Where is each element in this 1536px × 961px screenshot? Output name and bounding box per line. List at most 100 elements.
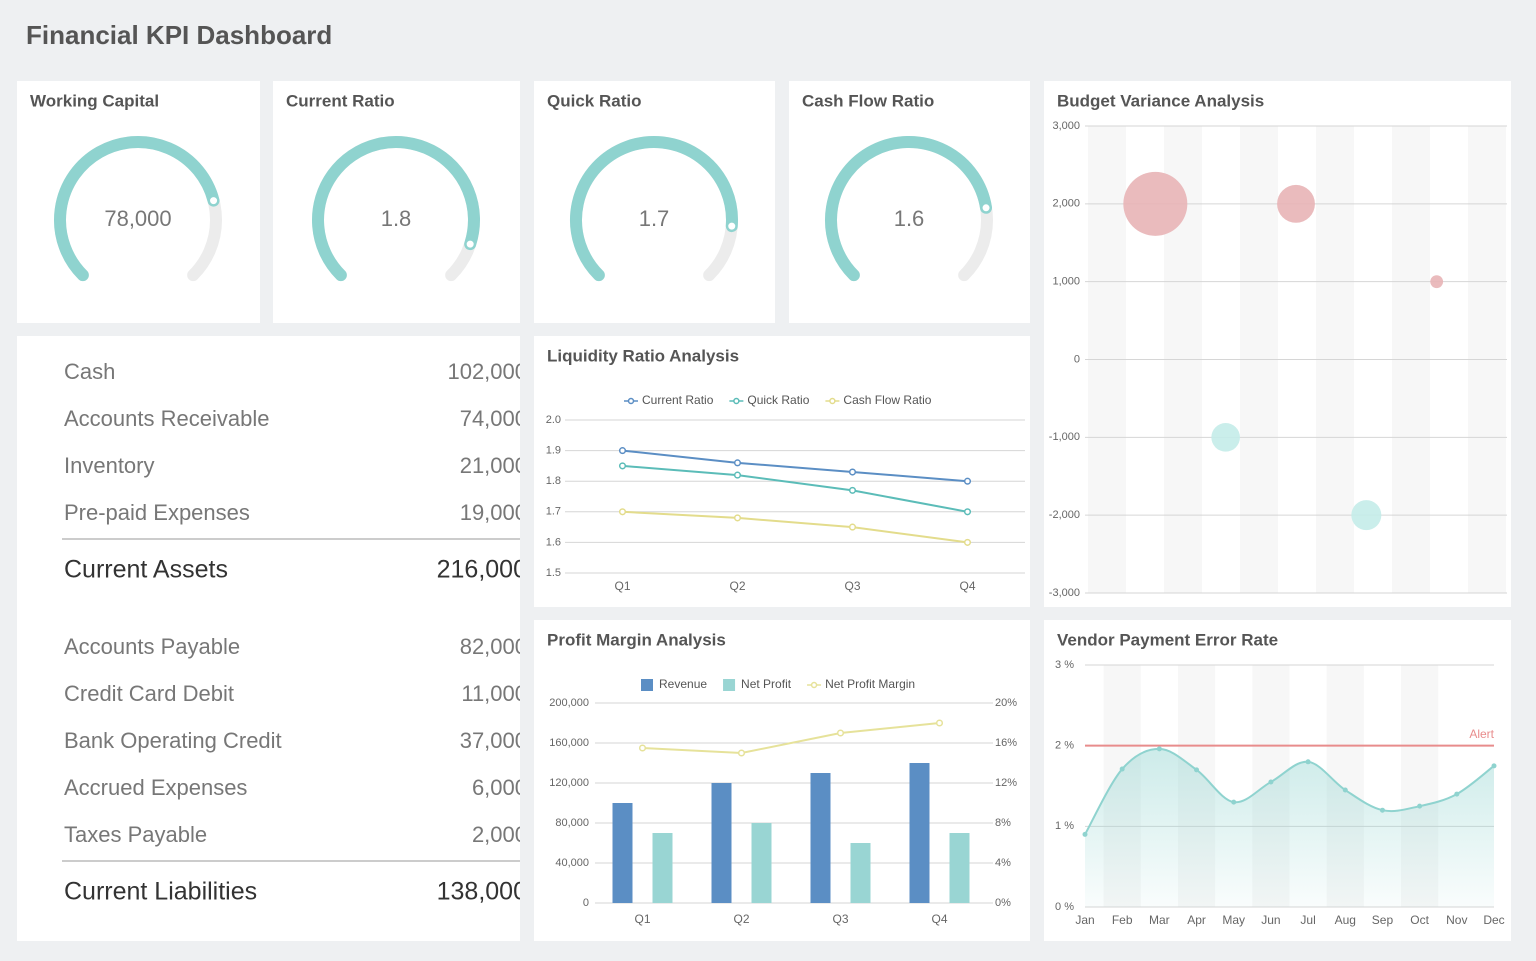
point [1156,746,1162,752]
gauge-value: 1.6 [894,206,925,231]
y-tick-label: 120,000 [549,777,589,789]
point [1082,831,1088,837]
bar [949,833,970,903]
point [1194,767,1200,773]
bar [850,843,871,903]
point [733,471,742,479]
legend-marker [810,681,818,689]
total-value: 216,000 [437,556,527,584]
point [848,523,857,531]
row-value: 82,000 [460,634,527,659]
y-tick-label: 1,000 [1052,276,1080,288]
bubble [1430,275,1444,289]
bar [711,783,732,903]
y-tick-label: 0% [995,897,1011,909]
total-label: Current Liabilities [64,878,257,906]
x-tick-label: Dec [1483,913,1504,927]
point [638,744,647,752]
y-tick-label: 2.0 [546,414,561,426]
x-tick-label: Mar [1149,913,1170,927]
row-value: 21,000 [460,453,527,478]
point [618,508,627,516]
x-tick-label: Jun [1261,913,1280,927]
point [737,749,746,757]
legend-label: Quick Ratio [747,393,809,407]
y-tick-label: 0 [1074,353,1080,365]
bubble [1123,171,1188,236]
chart-title: Profit Margin Analysis [547,630,726,649]
y-tick-label: -1,000 [1049,431,1080,443]
x-tick-label: Apr [1187,913,1206,927]
gauge-pointer [726,220,738,232]
point [733,514,742,522]
point [963,508,972,516]
gauge-arc [825,136,993,282]
line [622,464,968,513]
y-tick-label: 40,000 [555,857,589,869]
panel [534,81,775,323]
bubble [1277,184,1315,223]
row-label: Accounts Payable [64,634,240,659]
point [1342,787,1348,793]
row-label: Pre-paid Expenses [64,500,250,525]
y-tick-label: 4% [995,857,1011,869]
row-value: 74,000 [460,406,527,431]
gauge-title: Current Ratio [286,91,395,110]
y-tick-label: 1.7 [546,506,561,518]
x-tick-label: Q1 [634,912,650,926]
total-label: Current Assets [64,556,228,584]
x-tick-label: Q3 [832,912,848,926]
row-value: 2,000 [472,822,527,847]
row-value: 6,000 [472,775,527,800]
gauge-pointer [980,202,992,214]
x-tick-label: Jul [1300,913,1315,927]
row-label: Inventory [64,453,155,478]
gauge-arc [570,136,738,282]
point [1305,759,1311,765]
y-tick-label: 1.9 [546,445,561,457]
y-tick-label: 0 [583,897,589,909]
point [935,719,944,727]
y-tick-label: 1.5 [546,567,561,579]
bar [652,833,673,903]
panel [789,81,1030,323]
legend-swatch [641,679,653,691]
panel [17,336,520,941]
x-tick-label: Oct [1410,913,1429,927]
point [836,729,845,737]
point [1379,807,1385,813]
point [618,447,627,455]
row-value: 102,000 [447,359,527,384]
row-label: Accrued Expenses [64,775,247,800]
row-label: Credit Card Debit [64,681,234,706]
point [848,486,857,494]
x-tick-label: May [1222,913,1245,927]
legend-marker [733,397,740,405]
y-tick-label: 2 % [1055,740,1074,752]
x-tick-label: Sep [1372,913,1394,927]
x-tick-label: Aug [1335,913,1356,927]
panel [17,81,260,323]
page-title: Financial KPI Dashboard [26,20,332,50]
row-label: Cash [64,359,115,384]
x-tick-label: Feb [1112,913,1133,927]
line [642,722,940,755]
x-tick-label: Q2 [729,579,745,593]
y-tick-label: 160,000 [549,737,589,749]
bar [751,823,772,903]
balance-table: Cash 102,000 Accounts Receivable 74,000 Inve… [62,359,527,906]
y-tick-label: 80,000 [555,817,589,829]
gauge-title: Quick Ratio [547,91,641,110]
x-tick-label: Q4 [959,579,975,593]
gauge-pointer [464,238,476,250]
point [1268,779,1274,785]
point [1454,791,1460,797]
y-tick-label: 200,000 [549,697,589,709]
legend-swatch [723,679,736,691]
y-tick-label: 0 % [1055,901,1074,913]
x-tick-label: Q2 [733,912,749,926]
x-tick-label: Jan [1075,913,1094,927]
x-tick-label: Q4 [931,912,947,926]
legend-label: Cash Flow Ratio [843,393,931,407]
